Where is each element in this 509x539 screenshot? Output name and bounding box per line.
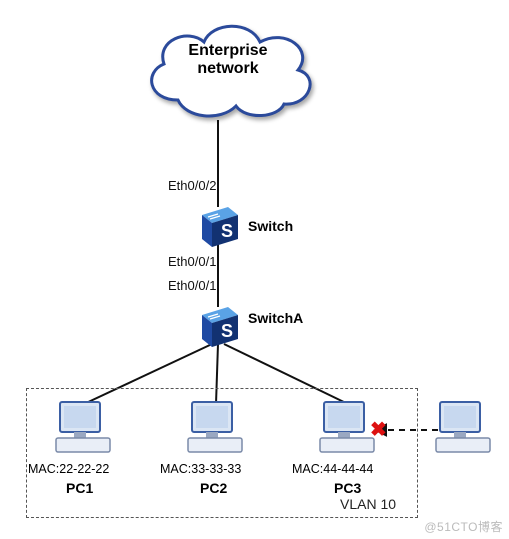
- vlan-label-text: VLAN 10: [340, 496, 396, 512]
- block-x-icon: ✖: [370, 420, 387, 440]
- port-eth001-lower: Eth0/0/1: [168, 278, 216, 293]
- pc1-icon: [54, 400, 112, 456]
- watermark: @51CTO博客: [424, 518, 503, 535]
- switcha-label: SwitchA: [248, 310, 303, 326]
- pc3-label: PC3: [334, 480, 361, 496]
- cloud-label: Enterprisenetwork: [168, 42, 288, 79]
- switcha-label-text: SwitchA: [248, 310, 303, 326]
- pc1-mac-text: MAC:22-22-22: [28, 462, 109, 476]
- pc1-mac: MAC:22-22-22: [28, 462, 109, 476]
- pc1-label-text: PC1: [66, 480, 93, 496]
- intruder-pc-icon: [434, 400, 492, 456]
- pc3-mac: MAC:44-44-44: [292, 462, 373, 476]
- svg-text:S: S: [221, 321, 233, 341]
- switch-icon-top: S: [198, 205, 242, 249]
- watermark-text: @51CTO博客: [424, 520, 503, 534]
- switch-label-text: Switch: [248, 218, 293, 234]
- pc3-mac-text: MAC:44-44-44: [292, 462, 373, 476]
- cloud-label-text: Enterprisenetwork: [188, 42, 267, 77]
- switch-icon-a: S: [198, 305, 242, 349]
- port-eth001-upper: Eth0/0/1: [168, 254, 216, 269]
- pc3-label-text: PC3: [334, 480, 361, 496]
- pc2-mac: MAC:33-33-33: [160, 462, 241, 476]
- block-x-glyph: ✖: [370, 419, 387, 441]
- vlan-label: VLAN 10: [340, 496, 396, 512]
- pc3-icon: [318, 400, 376, 456]
- pc2-mac-text: MAC:33-33-33: [160, 462, 241, 476]
- port-eth002-text: Eth0/0/2: [168, 178, 216, 193]
- port-eth002: Eth0/0/2: [168, 178, 216, 193]
- pc2-icon: [186, 400, 244, 456]
- switch-label: Switch: [248, 218, 293, 234]
- pc2-label-text: PC2: [200, 480, 227, 496]
- diagram-stage: { "canvas":{"w":509,"h":539,"bg":"#fffff…: [0, 0, 509, 539]
- pc1-label: PC1: [66, 480, 93, 496]
- port-eth001-lower-text: Eth0/0/1: [168, 278, 216, 293]
- svg-text:S: S: [221, 221, 233, 241]
- port-eth001-upper-text: Eth0/0/1: [168, 254, 216, 269]
- pc2-label: PC2: [200, 480, 227, 496]
